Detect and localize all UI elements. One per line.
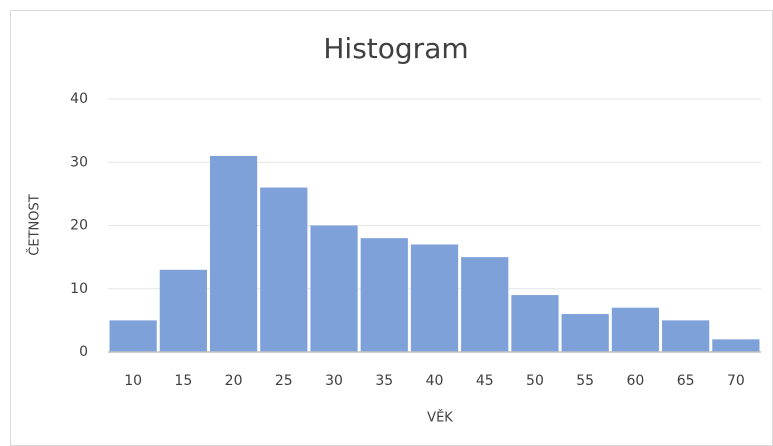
x-tick-label: 60 [627, 373, 645, 389]
bar [360, 238, 408, 352]
bar [260, 187, 308, 352]
x-tick-label: 30 [325, 373, 343, 389]
x-tick-label: 50 [526, 373, 544, 389]
bar [109, 320, 157, 352]
x-tick-label: 20 [225, 373, 243, 389]
x-tick-label: 40 [426, 373, 444, 389]
x-tick-label: 70 [727, 373, 745, 389]
chart-frame [10, 10, 773, 446]
bar [209, 155, 258, 352]
x-tick-label: 45 [476, 373, 494, 389]
x-tick-label: 55 [576, 373, 594, 389]
y-tick-label: 40 [70, 91, 88, 107]
bar [662, 320, 710, 352]
bar [159, 269, 207, 352]
bar [561, 314, 609, 352]
chart-title: Histogram [323, 32, 468, 65]
x-tick-label: 65 [677, 373, 695, 389]
y-tick-label: 10 [70, 281, 88, 297]
bar [511, 295, 559, 352]
x-tick-label: 10 [124, 373, 142, 389]
bar [410, 244, 459, 352]
x-tick-label: 35 [375, 373, 393, 389]
bar [310, 225, 358, 352]
y-tick-label: 30 [70, 154, 88, 170]
x-axis-label: VĚK [427, 410, 453, 426]
x-tick-label: 15 [174, 373, 192, 389]
bar [461, 257, 509, 352]
bar [611, 307, 660, 352]
x-tick-label: 25 [275, 373, 293, 389]
y-tick-label: 0 [79, 344, 88, 360]
y-tick-label: 20 [70, 218, 88, 234]
y-axis-label: ČETNOST [27, 194, 43, 255]
bar [712, 339, 760, 352]
